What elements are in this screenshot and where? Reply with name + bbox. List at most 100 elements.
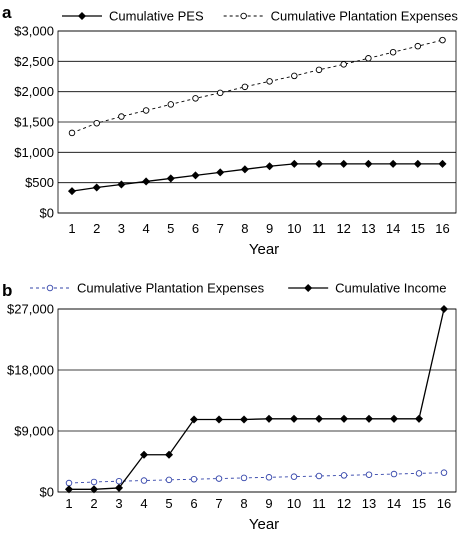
series-line-1	[71, 163, 443, 192]
x-tick-label: 6	[190, 496, 197, 511]
x-tick-label: 7	[217, 221, 224, 236]
data-point-series-1	[65, 479, 73, 487]
data-point-series-2	[64, 485, 74, 494]
data-point-series-2	[414, 42, 422, 50]
x-tick-label: 9	[265, 496, 272, 511]
x-tick-label: 15	[411, 221, 425, 236]
x-tick-label: 5	[165, 496, 172, 511]
legend-marker	[304, 283, 313, 293]
data-point-series-1	[215, 475, 223, 482]
data-point-series-1	[340, 472, 348, 479]
series-line-2	[69, 308, 445, 490]
y-tick-label: $2,000	[14, 84, 54, 99]
series-line-2	[71, 39, 443, 134]
data-point-series-2	[291, 72, 298, 80]
data-point-series-2	[289, 414, 299, 423]
x-axis-title: Year	[249, 241, 279, 258]
data-point-series-1	[90, 478, 98, 486]
data-point-series-1	[166, 174, 175, 183]
x-tick-label: 4	[140, 496, 147, 511]
data-point-series-2	[214, 415, 224, 424]
data-point-series-2	[142, 107, 150, 114]
y-tick-label: $0	[40, 485, 54, 500]
y-tick-label: $18,000	[7, 363, 54, 378]
data-point-series-1	[240, 474, 248, 482]
data-point-series-2	[164, 450, 174, 459]
data-point-series-2	[389, 48, 397, 56]
data-point-series-1	[413, 159, 422, 168]
panel-letter: b	[2, 281, 12, 300]
data-point-series-2	[266, 78, 273, 85]
data-point-series-1	[438, 159, 447, 168]
legend-marker	[46, 284, 54, 292]
data-point-series-1	[142, 177, 151, 186]
data-point-series-1	[339, 159, 348, 168]
y-tick-label: $2,500	[14, 54, 54, 69]
data-point-series-2	[68, 129, 76, 137]
x-tick-label: 13	[361, 221, 375, 236]
data-point-series-2	[216, 89, 224, 97]
y-tick-label: $3,000	[14, 24, 54, 39]
legend: Cumulative Plantation Expenses Cumulative…	[30, 281, 446, 296]
y-tick-label: $500	[25, 175, 54, 190]
x-tick-label: 12	[336, 221, 350, 236]
data-point-series-1	[440, 469, 448, 476]
data-point-series-2	[314, 414, 324, 423]
x-tick-label: 14	[386, 221, 400, 236]
data-point-series-2	[364, 414, 374, 423]
x-tick-label: 10	[287, 496, 301, 511]
data-point-series-1	[364, 159, 373, 168]
data-point-series-1	[165, 476, 173, 484]
x-tick-label: 2	[93, 221, 100, 236]
data-point-series-1	[265, 162, 274, 171]
data-point-series-2	[93, 119, 100, 127]
data-point-series-2	[118, 113, 125, 120]
data-point-series-1	[216, 168, 225, 177]
data-point-series-1	[389, 159, 398, 168]
data-point-series-1	[314, 159, 324, 168]
panel-letter: a	[2, 3, 12, 22]
data-point-series-1	[415, 470, 423, 477]
data-point-series-1	[365, 471, 373, 478]
legend-item: Cumulative Income	[288, 281, 446, 296]
y-tick-label: $0	[40, 206, 54, 221]
data-point-series-1	[240, 165, 249, 174]
data-point-series-2	[192, 95, 199, 102]
data-point-series-2	[189, 415, 199, 424]
data-point-series-1	[115, 477, 123, 485]
data-point-series-2	[439, 36, 446, 44]
data-point-series-2	[114, 483, 124, 492]
legend-marker	[77, 11, 87, 21]
legend-item: Cumulative PES	[62, 9, 204, 24]
x-tick-label: 4	[142, 221, 149, 236]
data-point-series-1	[140, 477, 148, 484]
data-point-series-2	[264, 414, 274, 423]
data-point-series-1	[265, 474, 273, 481]
data-point-series-2	[89, 485, 99, 494]
data-point-series-2	[239, 415, 249, 424]
legend-item: Cumulative Plantation Expenses	[223, 9, 458, 24]
x-axis-title: Year	[249, 516, 279, 533]
data-point-series-2	[167, 101, 175, 108]
x-tick-label: 16	[435, 221, 449, 236]
x-tick-label: 8	[240, 496, 247, 511]
x-tick-label: 16	[437, 496, 451, 511]
legend-marker	[240, 12, 247, 20]
data-point-series-1	[67, 187, 77, 196]
x-tick-label: 13	[362, 496, 376, 511]
legend-label: Cumulative Plantation Expenses	[77, 281, 265, 296]
data-point-series-2	[389, 414, 399, 423]
y-tick-label: $1,500	[14, 115, 54, 130]
data-point-series-1	[390, 470, 398, 478]
data-point-series-1	[117, 180, 126, 189]
data-point-series-1	[190, 475, 198, 483]
data-point-series-2	[241, 83, 249, 91]
data-point-series-2	[139, 450, 149, 459]
x-tick-label: 1	[65, 496, 72, 511]
series-line-1	[68, 472, 445, 484]
data-point-series-2	[414, 414, 424, 423]
plot-area	[57, 308, 457, 493]
